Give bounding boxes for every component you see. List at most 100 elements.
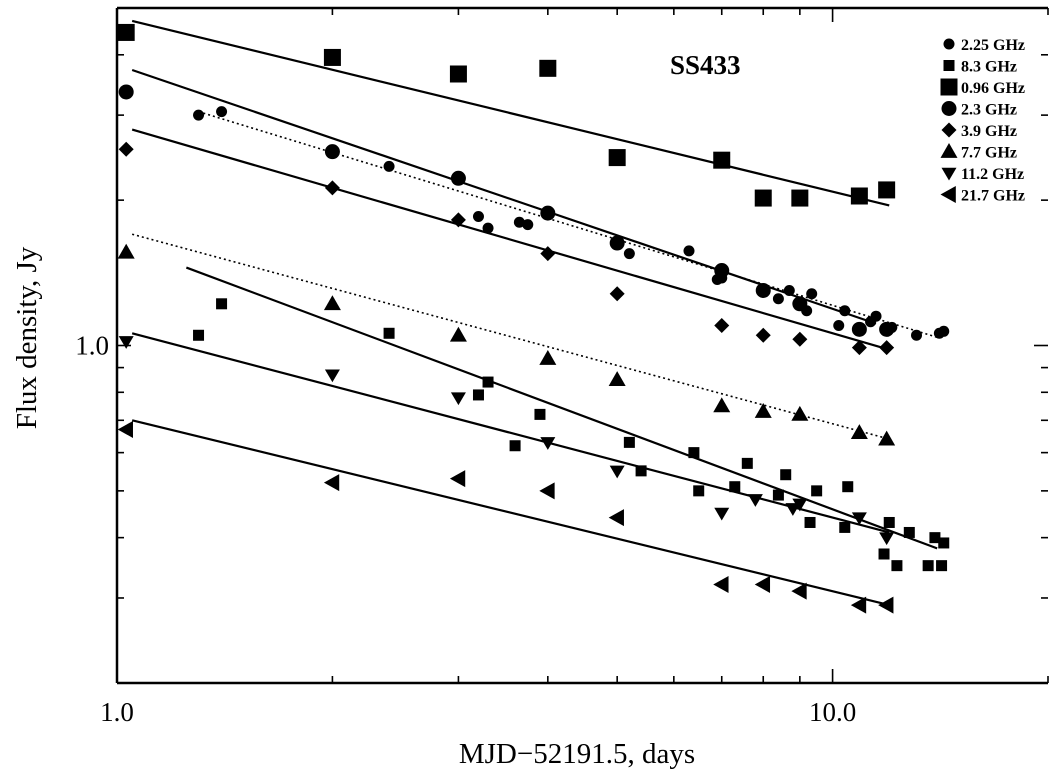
data-point xyxy=(870,310,882,322)
data-point xyxy=(839,521,851,533)
data-point xyxy=(609,235,625,251)
legend-marker xyxy=(943,38,955,50)
data-point xyxy=(851,321,867,337)
data-point xyxy=(623,436,635,448)
legend-label: 21.7 GHz xyxy=(961,188,1025,205)
legend-marker xyxy=(941,101,957,116)
data-point xyxy=(540,205,556,221)
data-point xyxy=(522,219,534,231)
data-point xyxy=(383,327,395,339)
data-point xyxy=(608,371,626,386)
series-0-96-ghz xyxy=(117,23,896,207)
data-point xyxy=(878,181,896,199)
legend-label: 8.3 GHz xyxy=(961,59,1017,76)
data-point xyxy=(449,65,467,83)
data-point xyxy=(851,512,867,526)
data-point xyxy=(472,210,484,222)
data-point xyxy=(118,84,134,100)
fit-line-7 xyxy=(131,332,890,534)
data-point xyxy=(879,321,895,337)
data-point xyxy=(791,582,807,600)
data-point xyxy=(323,48,341,66)
fit-line-2 xyxy=(131,68,877,325)
data-point xyxy=(117,23,135,41)
data-point xyxy=(608,509,624,527)
data-point xyxy=(936,560,948,572)
data-point xyxy=(609,286,625,302)
legend-label: 2.25 GHz xyxy=(961,37,1025,54)
chart-title: SS433 xyxy=(670,50,741,80)
data-point xyxy=(449,470,466,488)
fit-lines-layer xyxy=(131,19,938,607)
data-point xyxy=(117,420,133,438)
data-point xyxy=(383,160,395,172)
data-point xyxy=(539,482,555,500)
data-point xyxy=(851,340,867,356)
data-point xyxy=(792,296,808,312)
data-point xyxy=(118,141,134,157)
series-3-9-ghz xyxy=(118,141,895,356)
data-point xyxy=(509,440,521,452)
data-point xyxy=(929,532,941,544)
fit-line-5 xyxy=(131,233,890,440)
data-point xyxy=(792,331,808,347)
data-point xyxy=(811,485,823,497)
data-point xyxy=(714,507,730,521)
data-point xyxy=(534,408,546,420)
data-point xyxy=(839,305,851,317)
data-point xyxy=(323,474,340,492)
data-point xyxy=(450,170,466,186)
x-tick-label: 1.0 xyxy=(100,697,134,727)
fit-line-6 xyxy=(185,266,938,550)
legend: 2.25 GHz 8.3 GHz 0.96 GHz 2.3 GHz 3.9 GHz 7.7… xyxy=(940,37,1025,205)
data-point xyxy=(879,340,895,356)
data-point xyxy=(772,293,784,305)
legend-label: 7.7 GHz xyxy=(961,145,1017,162)
data-point xyxy=(833,320,845,332)
legend-marker xyxy=(941,122,957,138)
data-point xyxy=(804,516,816,528)
series-8-3-ghz xyxy=(193,298,950,572)
legend-marker xyxy=(943,60,955,71)
legend-item: 3.9 GHz xyxy=(941,122,1017,140)
data-point xyxy=(850,187,868,205)
legend-item: 7.7 GHz xyxy=(940,143,1017,162)
data-point xyxy=(772,489,784,501)
series-21-7-ghz xyxy=(117,420,894,614)
data-point xyxy=(540,437,556,450)
data-point xyxy=(713,397,731,413)
data-point xyxy=(193,109,205,121)
data-point xyxy=(450,392,466,406)
legend-marker xyxy=(940,186,956,203)
series-2-3-ghz xyxy=(118,84,895,337)
data-point xyxy=(911,329,923,341)
data-point xyxy=(683,245,695,257)
axis-ticks-layer: 1.0 10.0 1.0 xyxy=(75,7,1049,727)
data-point xyxy=(623,248,635,260)
data-point xyxy=(472,389,484,401)
fit-line-8 xyxy=(131,419,890,607)
data-point xyxy=(754,575,771,593)
series-11-2-ghz xyxy=(118,336,895,546)
data-point xyxy=(878,596,894,614)
y-tick-label: 1.0 xyxy=(75,331,109,361)
data-point xyxy=(324,180,340,196)
data-point xyxy=(324,144,340,160)
series-2-25-ghz xyxy=(193,106,950,341)
data-point xyxy=(117,243,135,259)
data-point xyxy=(323,295,341,311)
data-point xyxy=(539,349,557,365)
legend-item: 21.7 GHz xyxy=(940,186,1025,205)
legend-label: 11.2 GHz xyxy=(961,166,1024,183)
legend-item: 2.3 GHz xyxy=(941,101,1017,119)
data-point xyxy=(938,325,950,337)
data-point xyxy=(806,288,818,300)
data-point xyxy=(922,560,934,572)
data-point xyxy=(713,151,731,169)
data-point xyxy=(693,485,705,497)
data-point xyxy=(216,106,228,118)
data-point xyxy=(755,327,771,343)
data-point xyxy=(540,246,556,262)
data-point xyxy=(903,526,915,538)
data-point xyxy=(755,282,771,298)
